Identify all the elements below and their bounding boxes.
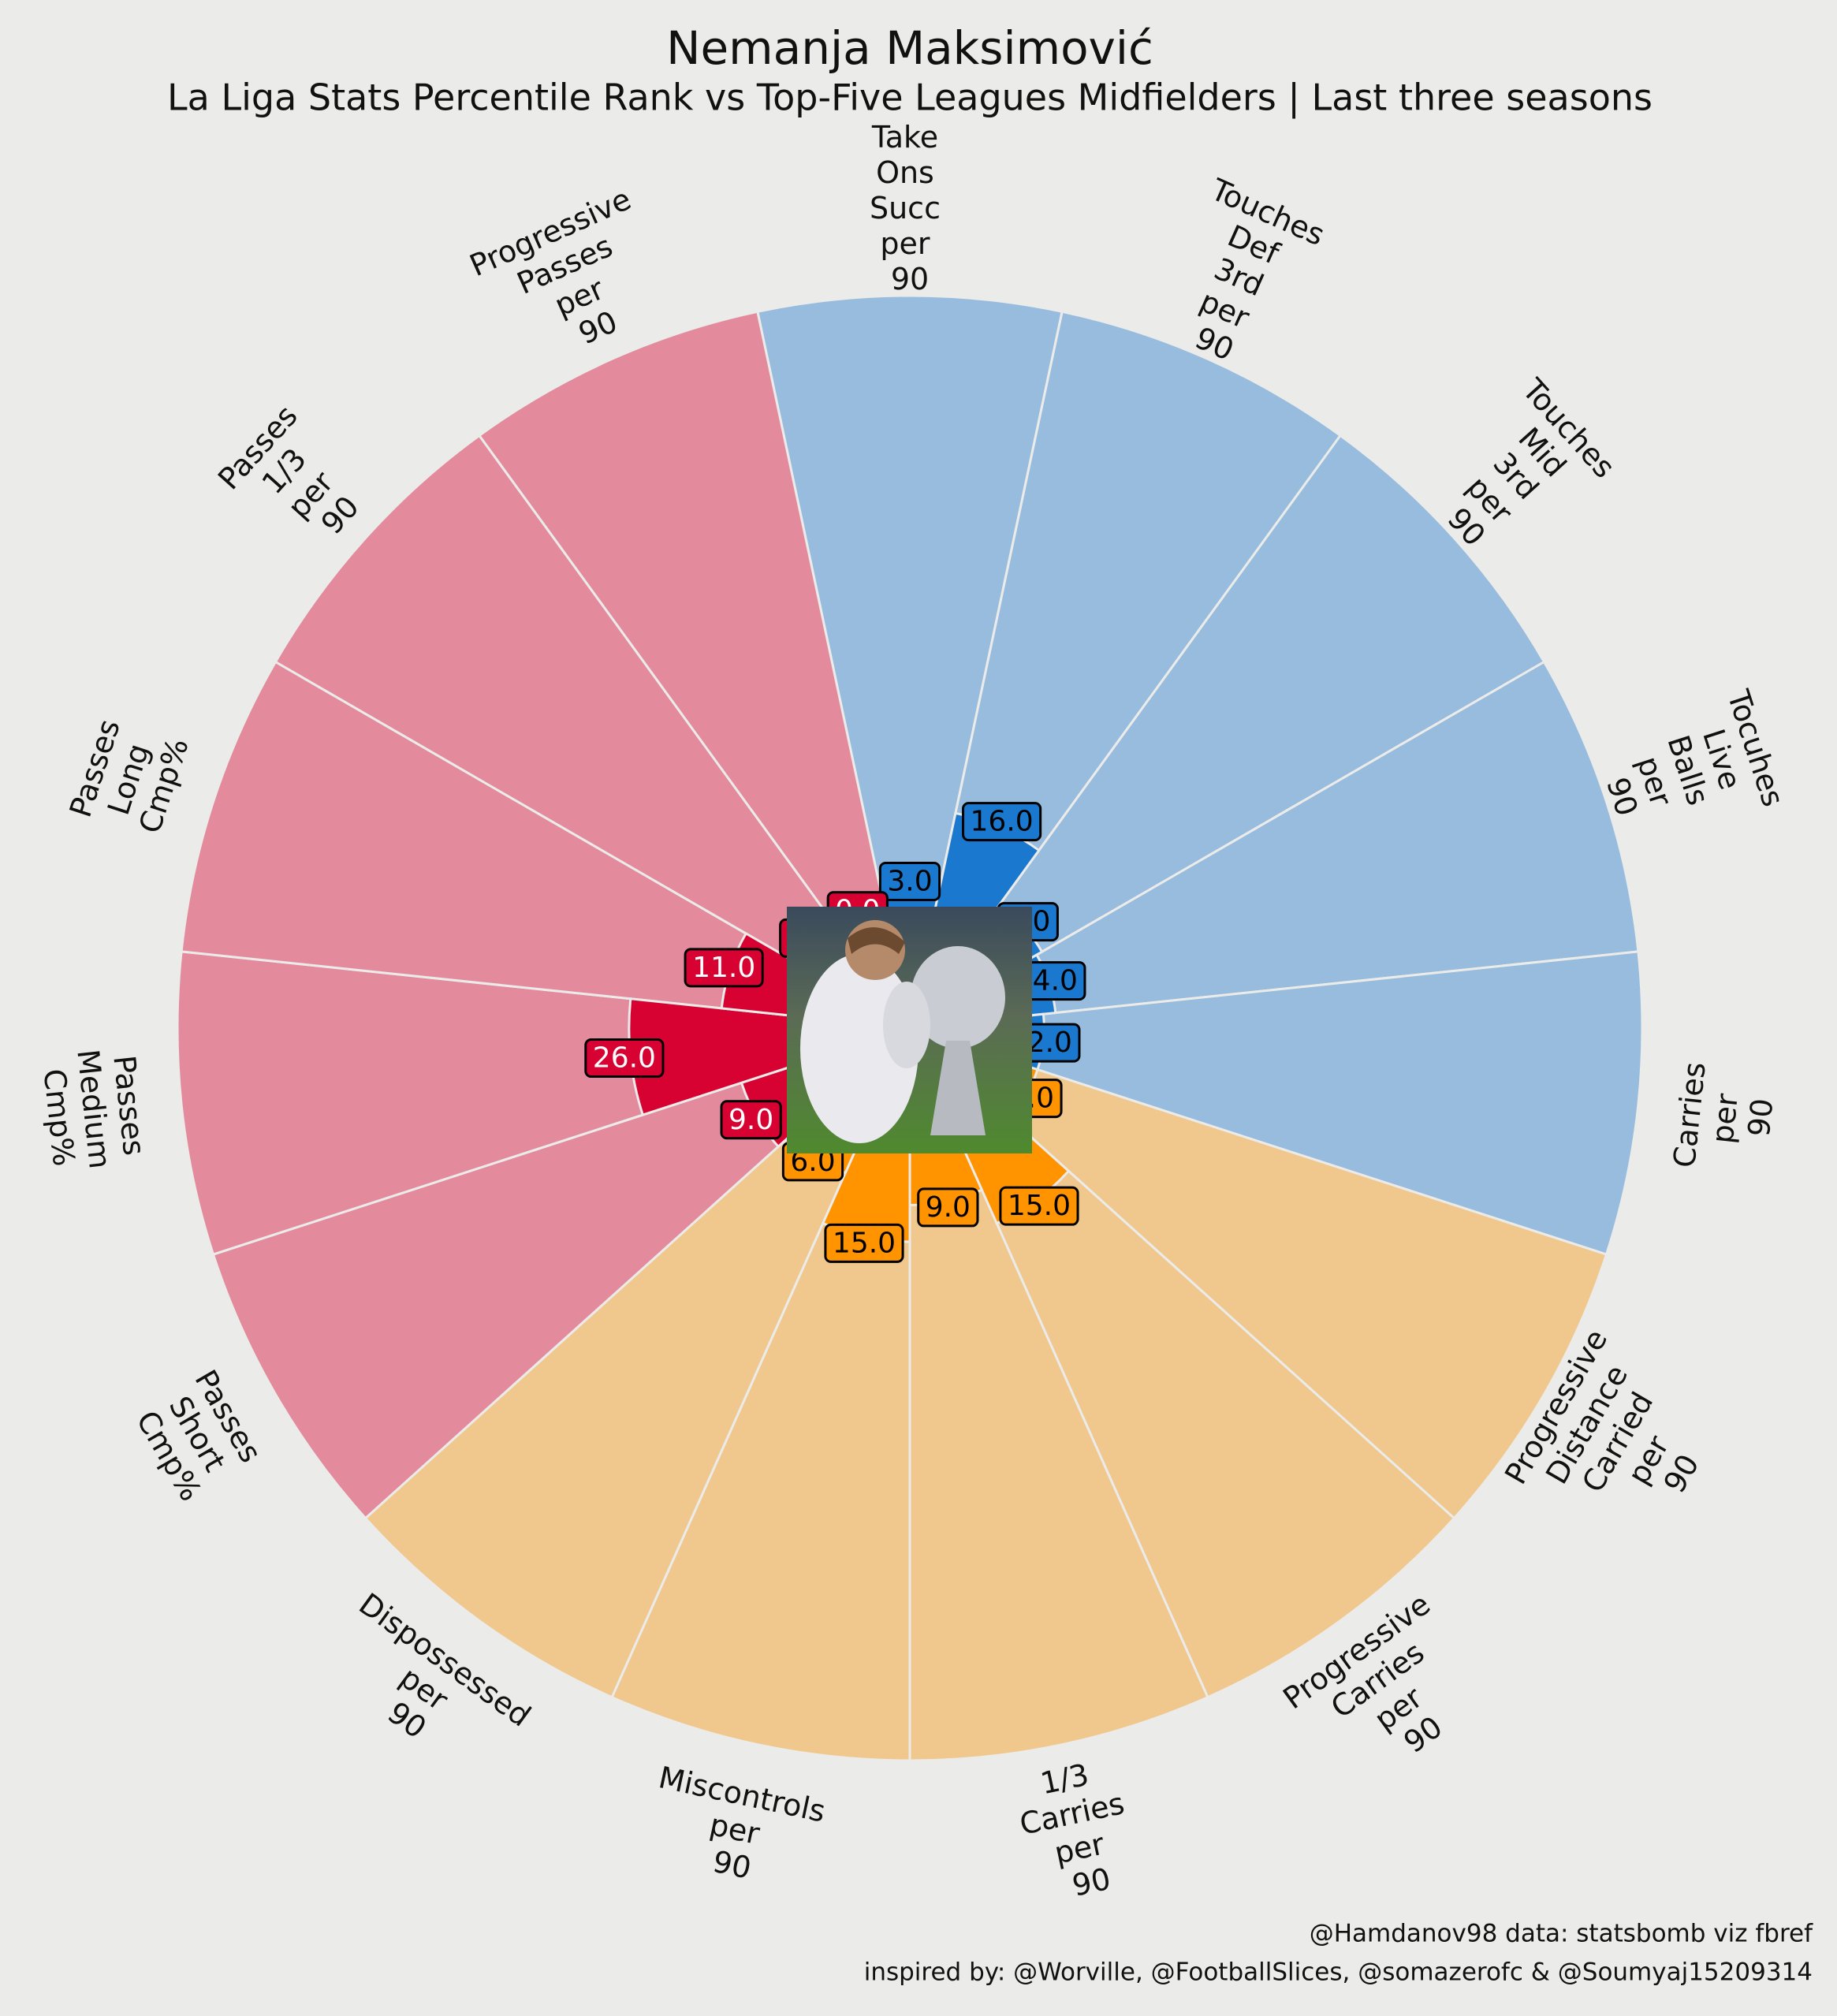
label-line: Ons xyxy=(876,155,944,190)
label-line: per xyxy=(1705,1083,1746,1145)
category-label: 1/3 Carries per 90 xyxy=(1009,1750,1151,1911)
value-label-box xyxy=(999,1186,1079,1226)
value-label-box xyxy=(684,948,764,988)
value-label-text: 4.0 xyxy=(1033,965,1078,997)
label-line: 90 xyxy=(1069,1861,1113,1903)
background-wedge xyxy=(909,660,1640,1030)
value-label: 4.0 xyxy=(1024,961,1086,1001)
value-label: 2.0 xyxy=(1019,1023,1081,1063)
category-label: Take Ons Succ per 90 xyxy=(870,120,950,296)
label-line: Succ xyxy=(870,191,950,225)
background-wedge xyxy=(274,434,911,1030)
label-line: 90 xyxy=(710,1844,754,1886)
category-label: Progressive Carries per 90 xyxy=(1276,1581,1507,1802)
background-wedge xyxy=(180,660,911,1030)
background-wedge xyxy=(211,1027,911,1520)
value-label: 9.0 xyxy=(720,1100,782,1140)
value-label: 26.0 xyxy=(584,1038,665,1079)
label-line: 90 xyxy=(891,262,929,296)
value-label-text: 9.0 xyxy=(728,1104,773,1136)
background-wedge xyxy=(477,310,911,1029)
value-label-box xyxy=(917,1187,979,1228)
value-label-text: 15.0 xyxy=(833,1227,896,1259)
value-label-text: 9.0 xyxy=(926,1191,971,1224)
label-line: 90 xyxy=(1742,1097,1780,1138)
value-label: 15.0 xyxy=(999,1186,1079,1226)
value-label-text: 15.0 xyxy=(1008,1190,1071,1222)
chart-title: Nemanja Maksimović xyxy=(666,21,1153,75)
footer-credit: inspired by: @Worville, @FootballSlices,… xyxy=(864,1958,1813,1987)
value-label: 3.0 xyxy=(878,861,941,901)
value-label: 11.0 xyxy=(684,948,764,988)
label-line: Take xyxy=(871,120,948,155)
background-wedge xyxy=(908,434,1546,1030)
background-wedge xyxy=(908,1027,1608,1520)
value-label-text: 16.0 xyxy=(971,806,1034,838)
value-label-box xyxy=(824,1223,904,1263)
background-wedge xyxy=(363,1027,911,1699)
value-label-box xyxy=(878,861,941,901)
background-wedge xyxy=(909,950,1644,1256)
value-label: 16.0 xyxy=(962,802,1042,842)
value-label-box xyxy=(720,1100,782,1140)
chart-subtitle: La Liga Stats Percentile Rank vs Top-Fiv… xyxy=(167,76,1653,120)
value-label: 15.0 xyxy=(824,1223,904,1263)
player-photo xyxy=(787,907,1032,1153)
background-wedge xyxy=(908,1027,1209,1762)
value-label-box xyxy=(962,802,1042,842)
value-label-text: 3.0 xyxy=(887,865,932,897)
value-label-box xyxy=(584,1038,665,1079)
background-wedge xyxy=(756,294,1064,1029)
value-label-text: 2.0 xyxy=(1027,1027,1072,1059)
value-label-text: 26.0 xyxy=(593,1042,656,1075)
value-label-text: 11.0 xyxy=(692,952,755,984)
value-label: 9.0 xyxy=(917,1187,979,1228)
wedges xyxy=(176,294,1644,1762)
footer-credit: @Hamdanov98 data: statsbomb viz fbref xyxy=(1310,1920,1813,1948)
label-line: per xyxy=(880,226,939,261)
category-label: Miscontrols per 90 xyxy=(641,1760,838,1900)
